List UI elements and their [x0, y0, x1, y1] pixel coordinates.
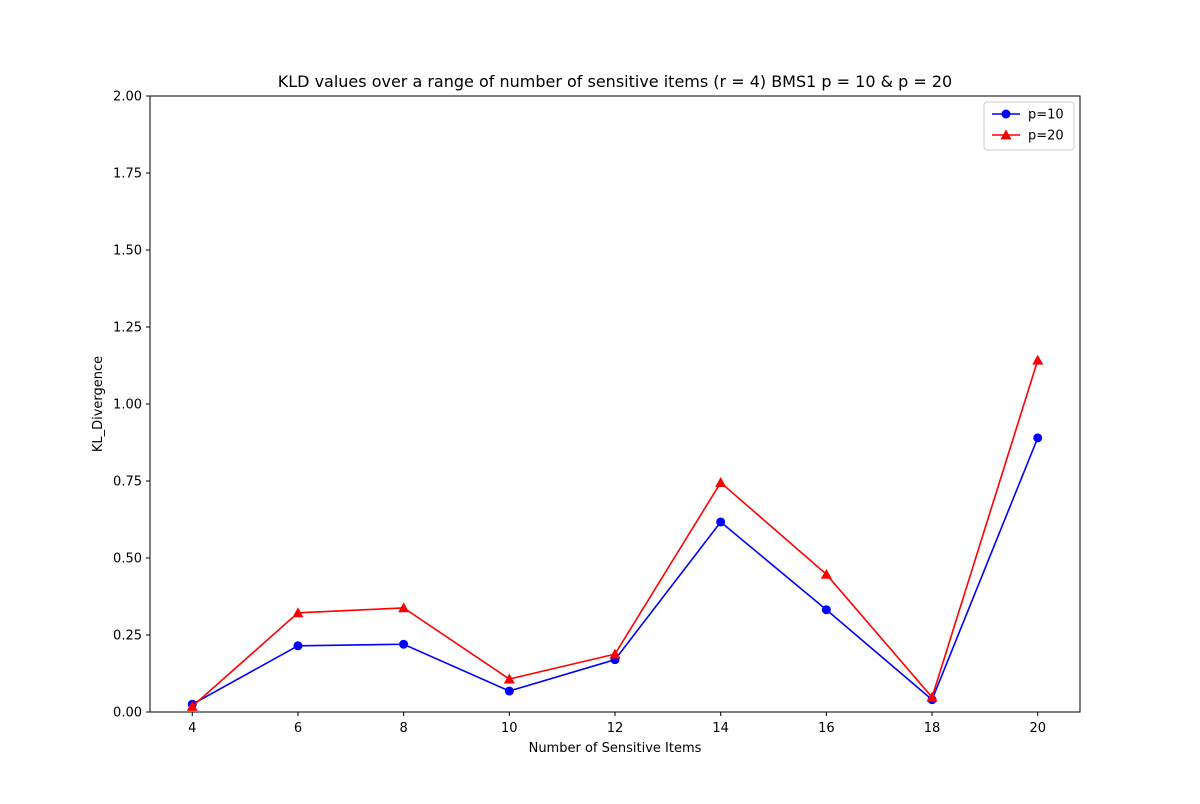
y-tick-label: 2.00: [113, 90, 142, 105]
y-tick-label: 0.75: [113, 475, 142, 490]
data-point: [293, 641, 303, 651]
data-point: [1033, 433, 1043, 443]
y-tick-label: 0.00: [113, 706, 142, 721]
data-point: [292, 607, 304, 618]
legend-label: p=10: [1028, 108, 1064, 123]
data-point: [503, 673, 515, 684]
data-point: [715, 477, 727, 487]
x-tick-label: 4: [188, 721, 196, 736]
data-point: [821, 605, 831, 615]
series-2: [186, 354, 1044, 711]
data-point: [504, 686, 514, 696]
data-point: [716, 517, 726, 527]
y-tick-label: 1.50: [113, 244, 142, 259]
y-tick-label: 0.50: [113, 552, 142, 567]
legend-marker: [1000, 129, 1012, 140]
axes-frame: [149, 95, 1081, 713]
x-tick-label: 16: [818, 721, 835, 736]
legend-label: p=20: [1028, 129, 1064, 144]
x-tick-label: 18: [924, 721, 941, 736]
x-tick-label: 8: [399, 721, 407, 736]
y-tick-label: 1.00: [113, 398, 142, 413]
data-point: [1032, 354, 1044, 365]
x-tick-label: 10: [501, 721, 518, 736]
data-point: [926, 691, 938, 702]
x-axis-label: Number of Sensitive Items: [529, 741, 702, 756]
y-axis-label: KL_Divergence: [91, 356, 106, 452]
data-point: [820, 568, 832, 579]
data-point: [398, 602, 410, 613]
y-tick-label: 0.25: [113, 629, 142, 644]
x-tick-label: 20: [1029, 721, 1046, 736]
series-line: [191, 437, 1039, 705]
y-tick-label: 1.25: [113, 321, 142, 336]
data-point: [399, 639, 409, 649]
x-tick-label: 6: [294, 721, 302, 736]
series-1: [187, 433, 1043, 709]
chart-title: KLD values over a range of number of sen…: [278, 72, 952, 91]
plot-area: 0.00 0.25 0.50 0.75 1.00 1.25 1.50 1.75 2.00 4 6 8 1…: [113, 90, 1081, 736]
data-point: [186, 700, 198, 711]
x-tick-label: 12: [607, 721, 624, 736]
y-tick-label: 1.75: [113, 167, 142, 182]
legend-marker: [1001, 109, 1011, 119]
data-point: [609, 648, 621, 659]
x-tick-label: 14: [712, 721, 729, 736]
legend: p=10 p=20: [983, 101, 1075, 151]
